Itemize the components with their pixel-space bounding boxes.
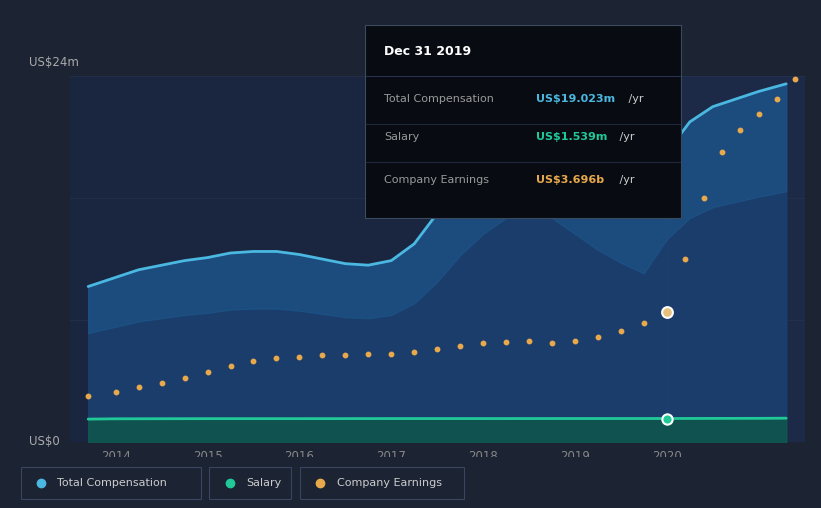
- Bar: [641, 76, 805, 442]
- Text: /yr: /yr: [616, 133, 634, 142]
- Point: [660, 308, 673, 316]
- Text: US$19.023m: US$19.023m: [536, 94, 615, 104]
- Text: US$3.696b: US$3.696b: [536, 175, 604, 185]
- Text: Company Earnings: Company Earnings: [384, 175, 489, 185]
- Text: /yr: /yr: [625, 94, 643, 104]
- Text: US$1.539m: US$1.539m: [536, 133, 608, 142]
- Text: Salary: Salary: [384, 133, 420, 142]
- Text: Total Compensation: Total Compensation: [57, 478, 167, 488]
- Text: Salary: Salary: [246, 478, 282, 488]
- Text: US$0: US$0: [30, 435, 60, 449]
- Point: [660, 415, 673, 423]
- Text: Company Earnings: Company Earnings: [337, 478, 442, 488]
- Text: Total Compensation: Total Compensation: [384, 94, 494, 104]
- Text: US$24m: US$24m: [30, 56, 80, 69]
- Text: Dec 31 2019: Dec 31 2019: [384, 45, 471, 58]
- Text: /yr: /yr: [616, 175, 634, 185]
- Point: [660, 148, 673, 156]
